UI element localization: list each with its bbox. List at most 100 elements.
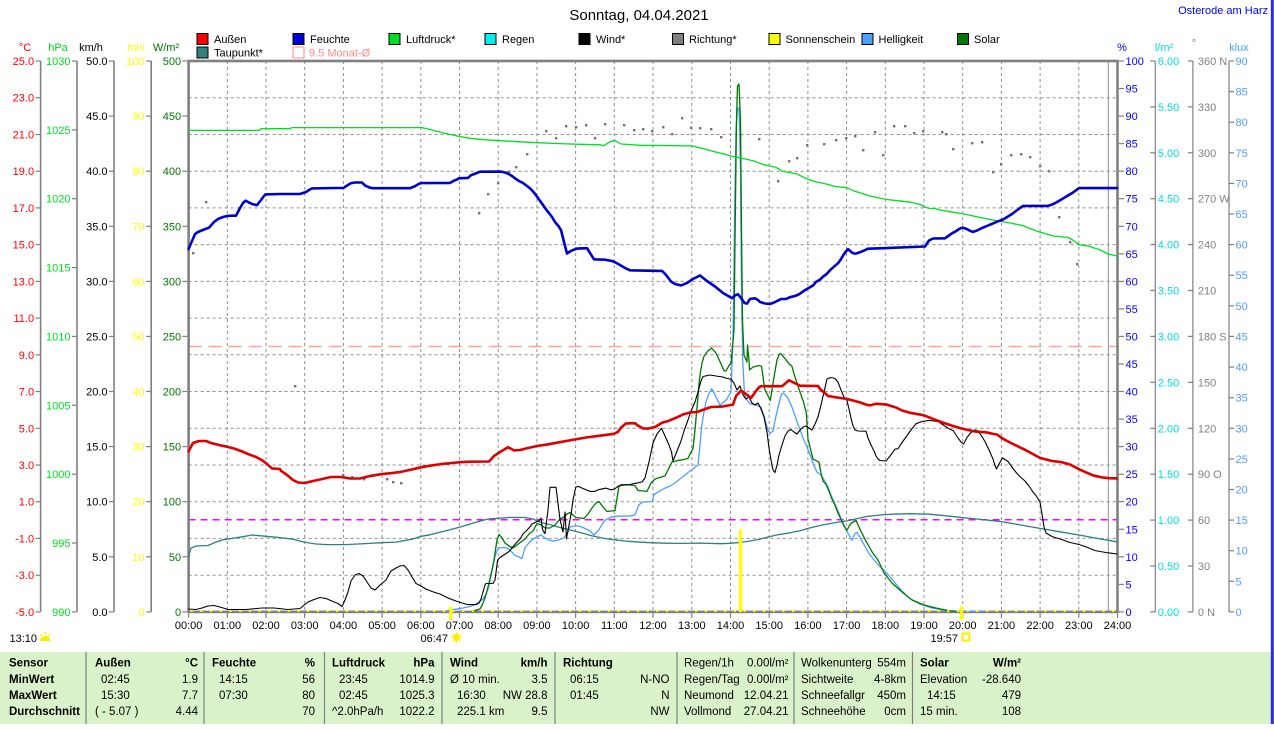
- svg-text:05:00: 05:00: [368, 620, 396, 632]
- svg-text:60: 60: [1198, 515, 1210, 527]
- svg-text:1005: 1005: [46, 400, 70, 412]
- svg-text:20.0: 20.0: [86, 387, 107, 399]
- svg-text:Sichtweite: Sichtweite: [801, 674, 853, 686]
- svg-text:30: 30: [1236, 423, 1248, 435]
- svg-text:95: 95: [1126, 84, 1138, 96]
- svg-text:150: 150: [1198, 377, 1216, 389]
- svg-text:60: 60: [1236, 240, 1248, 252]
- svg-text:35.0: 35.0: [86, 221, 107, 233]
- svg-text:450: 450: [163, 111, 181, 123]
- svg-text:40.0: 40.0: [86, 166, 107, 178]
- svg-text:60: 60: [1126, 276, 1138, 288]
- svg-text:MinWert: MinWert: [9, 674, 54, 686]
- svg-text:25: 25: [1236, 454, 1248, 466]
- svg-text:Elevation: Elevation: [920, 674, 967, 686]
- svg-text:19.0: 19.0: [13, 166, 34, 178]
- svg-text:90: 90: [132, 111, 144, 123]
- svg-text:55: 55: [1236, 270, 1248, 282]
- svg-text:75: 75: [1236, 148, 1248, 160]
- svg-text:km/h: km/h: [79, 42, 103, 54]
- svg-text:10.0: 10.0: [86, 497, 107, 509]
- svg-text:20:00: 20:00: [949, 620, 977, 632]
- svg-text:400: 400: [163, 166, 181, 178]
- svg-text:13:00: 13:00: [678, 620, 706, 632]
- svg-text:25.0: 25.0: [13, 56, 34, 68]
- svg-text:10: 10: [1236, 546, 1248, 558]
- svg-text:35: 35: [1236, 393, 1248, 405]
- svg-text:30: 30: [132, 442, 144, 454]
- svg-text:0.00: 0.00: [1158, 607, 1179, 619]
- svg-text:5.00: 5.00: [1158, 148, 1179, 160]
- svg-text:12:00: 12:00: [639, 620, 667, 632]
- svg-text:08:00: 08:00: [484, 620, 512, 632]
- svg-text:200: 200: [163, 387, 181, 399]
- svg-text:Richtung: Richtung: [563, 658, 613, 670]
- svg-text:270 W: 270 W: [1198, 194, 1230, 206]
- svg-text:07:00: 07:00: [446, 620, 474, 632]
- svg-text:56: 56: [302, 674, 315, 686]
- svg-text:°C: °C: [19, 42, 31, 54]
- svg-text:Taupunkt*: Taupunkt*: [214, 48, 264, 60]
- svg-text:hPa: hPa: [48, 42, 68, 54]
- svg-text:Ø 10 min.: Ø 10 min.: [450, 674, 500, 686]
- svg-text:250: 250: [163, 331, 181, 343]
- svg-text:40: 40: [1236, 362, 1248, 374]
- svg-text:1010: 1010: [46, 331, 70, 343]
- svg-text:Richtung*: Richtung*: [689, 34, 737, 46]
- svg-text:Feuchte: Feuchte: [310, 34, 350, 46]
- svg-text:995: 995: [52, 538, 70, 550]
- svg-text:Vollmond: Vollmond: [684, 706, 731, 718]
- svg-text:23:45: 23:45: [339, 674, 368, 686]
- svg-text:klux: klux: [1229, 42, 1249, 54]
- svg-text:11:00: 11:00: [601, 620, 628, 632]
- svg-text:3.5: 3.5: [532, 674, 548, 686]
- svg-text:240: 240: [1198, 240, 1216, 252]
- svg-text:3.00: 3.00: [1158, 331, 1179, 343]
- svg-text:-28.640: -28.640: [982, 674, 1021, 686]
- svg-text:9.5: 9.5: [532, 706, 548, 718]
- svg-text:01:00: 01:00: [214, 620, 242, 632]
- svg-text:Wind*: Wind*: [596, 34, 626, 46]
- svg-text:l/m²: l/m²: [1155, 42, 1174, 54]
- svg-text:1025: 1025: [46, 125, 70, 137]
- svg-text:Wolkenunterg: Wolkenunterg: [801, 658, 872, 670]
- svg-text:09:00: 09:00: [523, 620, 551, 632]
- svg-text:70: 70: [132, 221, 144, 233]
- svg-text:02:00: 02:00: [252, 620, 280, 632]
- svg-text:3.50: 3.50: [1158, 286, 1179, 298]
- svg-text:6.00: 6.00: [1158, 56, 1179, 68]
- svg-text:MaxWert: MaxWert: [9, 690, 57, 702]
- svg-text:Sensor: Sensor: [9, 658, 49, 670]
- svg-text:22:00: 22:00: [1026, 620, 1054, 632]
- svg-text:15:00: 15:00: [755, 620, 783, 632]
- svg-text:5.50: 5.50: [1158, 102, 1179, 114]
- svg-text:NW 28.8: NW 28.8: [503, 690, 548, 702]
- svg-text:07:30: 07:30: [219, 690, 248, 702]
- svg-text:15.0: 15.0: [86, 442, 107, 454]
- svg-text:554m: 554m: [877, 658, 906, 670]
- svg-text:0: 0: [1236, 607, 1242, 619]
- svg-text:479: 479: [1002, 690, 1021, 702]
- svg-text:02:45: 02:45: [101, 674, 130, 686]
- svg-text:4.44: 4.44: [176, 706, 199, 718]
- svg-text:2.00: 2.00: [1158, 423, 1179, 435]
- svg-text:Regen/Tag: Regen/Tag: [684, 674, 740, 686]
- svg-text:9.0: 9.0: [19, 350, 34, 362]
- svg-text:17.0: 17.0: [13, 203, 34, 215]
- svg-text:9.5 Monat-Ø: 9.5 Monat-Ø: [309, 48, 371, 60]
- svg-text:11.0: 11.0: [14, 313, 35, 325]
- svg-text:13:10: 13:10: [9, 633, 37, 645]
- svg-text:min: min: [127, 42, 145, 54]
- svg-text:19:57: 19:57: [930, 633, 958, 645]
- svg-text:45: 45: [1236, 331, 1248, 343]
- svg-text:990: 990: [52, 607, 70, 619]
- svg-text:1.50: 1.50: [1158, 469, 1179, 481]
- svg-text:300: 300: [163, 276, 181, 288]
- svg-text:00:00: 00:00: [175, 620, 203, 632]
- svg-text:50: 50: [1126, 331, 1138, 343]
- svg-text:30: 30: [1126, 442, 1138, 454]
- svg-text:7.7: 7.7: [182, 690, 198, 702]
- svg-text:100: 100: [163, 497, 181, 509]
- svg-text:3.0: 3.0: [19, 460, 34, 472]
- svg-text:0: 0: [139, 607, 145, 619]
